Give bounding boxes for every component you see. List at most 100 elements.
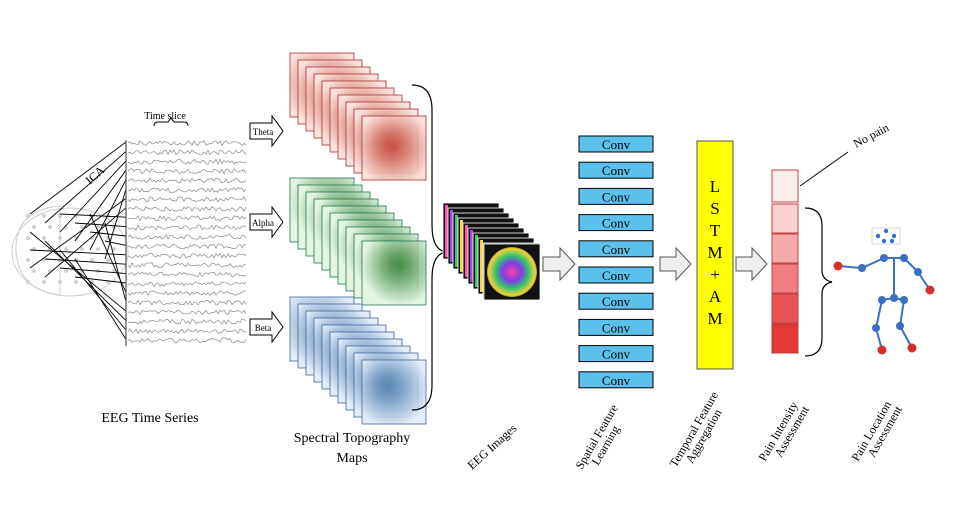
lstm-am-letter: M <box>707 309 722 328</box>
ica-line <box>44 207 127 278</box>
eeg-trace <box>127 290 246 296</box>
conv-block-label: Conv <box>602 242 631 257</box>
arrow-to-intensity <box>735 246 768 282</box>
conv-block <box>578 135 654 153</box>
eeg-trace <box>127 205 247 212</box>
eeg-trace <box>127 215 247 222</box>
electrode-dot <box>32 225 36 229</box>
conv-block <box>578 345 654 363</box>
electrode-dot <box>80 225 84 229</box>
electrode-dot <box>26 214 30 218</box>
conv-block <box>578 187 654 205</box>
scalp-electrode-map <box>11 205 129 297</box>
eeg-trace <box>127 328 247 335</box>
electrode-dot <box>112 269 116 273</box>
ica-line <box>74 258 127 340</box>
conv-block-label: Conv <box>602 294 631 309</box>
eeg-trace <box>127 243 247 250</box>
eeg-trace <box>127 252 247 259</box>
electrode-dot <box>58 280 62 284</box>
intensity-brace <box>804 207 833 357</box>
conv-block <box>578 318 654 336</box>
eeg-trace <box>127 196 247 203</box>
time-slice-label: Time slice <box>144 111 186 122</box>
ica-line <box>59 249 127 331</box>
ica-projection-lines <box>29 141 127 340</box>
intensity-segment <box>771 323 799 354</box>
face-point <box>883 228 889 234</box>
electrode-dot <box>90 280 94 284</box>
intensity-segment <box>771 233 799 264</box>
pain-joint-point <box>907 343 917 353</box>
joint-point <box>858 264 866 272</box>
lstm-am-letter: T <box>710 221 721 240</box>
electrode-dot <box>90 258 94 262</box>
eeg-image-edge <box>455 215 458 267</box>
band-label-beta: Beta <box>255 323 272 333</box>
ica-line <box>44 258 127 265</box>
eeg-image-edge <box>470 230 473 282</box>
eeg-trace <box>127 262 247 269</box>
electrode-dot <box>58 236 62 240</box>
no-pain-label: No pain <box>851 120 891 150</box>
beta-topography-stack <box>289 296 427 425</box>
ica-line <box>89 179 127 251</box>
head-box <box>871 227 901 245</box>
skeleton-bone <box>861 257 885 269</box>
electrode-dot <box>74 280 78 284</box>
conv-block-label: Conv <box>602 373 631 388</box>
skeleton-bone <box>899 299 905 327</box>
electrode-dot <box>26 280 30 284</box>
conv-block-label: Conv <box>602 163 631 178</box>
ica-line <box>104 222 127 302</box>
arrow-to-conv <box>542 246 576 282</box>
electrode-dot <box>96 225 100 229</box>
conv-block-label: Conv <box>602 189 631 204</box>
eeg-time-series-panel: Time slice <box>125 111 247 346</box>
eeg-image-edge <box>460 220 463 272</box>
eeg-trace <box>127 168 247 175</box>
joint-point <box>896 322 904 330</box>
intensity-segment <box>771 263 799 294</box>
electrode-dot <box>106 258 110 262</box>
eeg-trace <box>127 299 247 306</box>
band-arrow-theta: Theta <box>249 114 284 148</box>
electrode-dot <box>42 214 46 218</box>
ica-line <box>59 213 127 218</box>
lstm-am-letter: A <box>709 287 722 306</box>
conv-block-label: Conv <box>602 216 631 231</box>
eeg-traces <box>127 140 247 344</box>
eeg-trace <box>127 158 247 166</box>
electrode-dot <box>96 247 100 251</box>
eeg-trace <box>127 271 247 278</box>
intensity-segment <box>771 203 799 234</box>
eeg-trace <box>127 140 247 147</box>
ica-line <box>104 240 127 246</box>
arrow-to-lstm <box>659 246 692 282</box>
lstm-am-letter: + <box>710 265 720 284</box>
eeg-trace <box>127 187 247 193</box>
joint-point <box>878 296 886 304</box>
joint-point <box>914 268 922 276</box>
ica-line <box>44 151 127 224</box>
conv-block-label: Conv <box>602 347 631 362</box>
eeg-image-stack <box>442 202 541 301</box>
eeg-image-edge <box>480 240 483 292</box>
pain-joint-point <box>925 285 935 295</box>
eeg-image-edge <box>475 235 478 287</box>
eeg-trace <box>127 309 247 316</box>
eeg-image-blob <box>487 247 537 297</box>
eeg-trace <box>128 149 247 156</box>
conv-block <box>578 292 654 310</box>
joint-point <box>900 296 908 304</box>
conv-blocks: Conv Conv Conv Conv Conv Conv Conv Conv Conv Conv <box>578 135 654 389</box>
face-point <box>889 238 895 244</box>
joint-point <box>890 294 898 302</box>
conv-block <box>578 240 654 258</box>
eeg-trace <box>127 337 247 344</box>
topography-map <box>361 115 427 181</box>
electrode-dot <box>58 214 62 218</box>
electrode-dot <box>64 269 68 273</box>
conv-block <box>578 161 654 179</box>
band-label-theta: Theta <box>253 127 274 137</box>
